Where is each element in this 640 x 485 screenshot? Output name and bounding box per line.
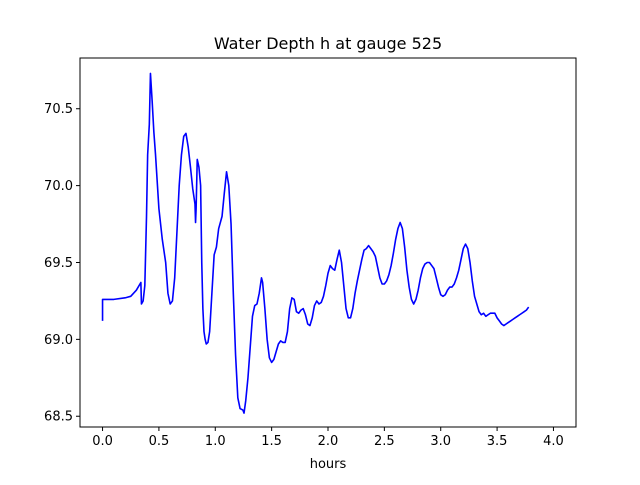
chart-title: Water Depth h at gauge 525 — [214, 34, 442, 53]
x-tick-label: 2.5 — [374, 434, 395, 449]
x-axis-label: hours — [310, 457, 347, 472]
plot-frame — [79, 57, 577, 428]
y-tick-label: 70.0 — [44, 179, 73, 194]
series-line-0 — [101, 72, 530, 414]
x-tick-label: 1.0 — [205, 434, 226, 449]
y-tick-label: 69.5 — [44, 256, 73, 271]
x-tick-label: 2.0 — [318, 434, 339, 449]
x-tick-label: 4.0 — [543, 434, 564, 449]
x-tick-label: 0.5 — [149, 434, 170, 449]
y-axis: 68.5 69.0 69.5 70.0 70.5 — [44, 102, 80, 425]
x-tick-label: 3.0 — [430, 434, 451, 449]
x-tick-label: 3.5 — [487, 434, 508, 449]
x-tick-label: 0.0 — [92, 434, 113, 449]
plot-area — [79, 57, 577, 428]
y-tick-label: 70.5 — [44, 102, 73, 117]
x-axis: 0.0 0.5 1.0 1.5 2.0 2.5 3.0 3.5 4.0 — [92, 427, 564, 449]
x-tick-label: 1.5 — [261, 434, 282, 449]
y-tick-label: 69.0 — [44, 333, 73, 348]
y-tick-label: 68.5 — [44, 410, 73, 425]
